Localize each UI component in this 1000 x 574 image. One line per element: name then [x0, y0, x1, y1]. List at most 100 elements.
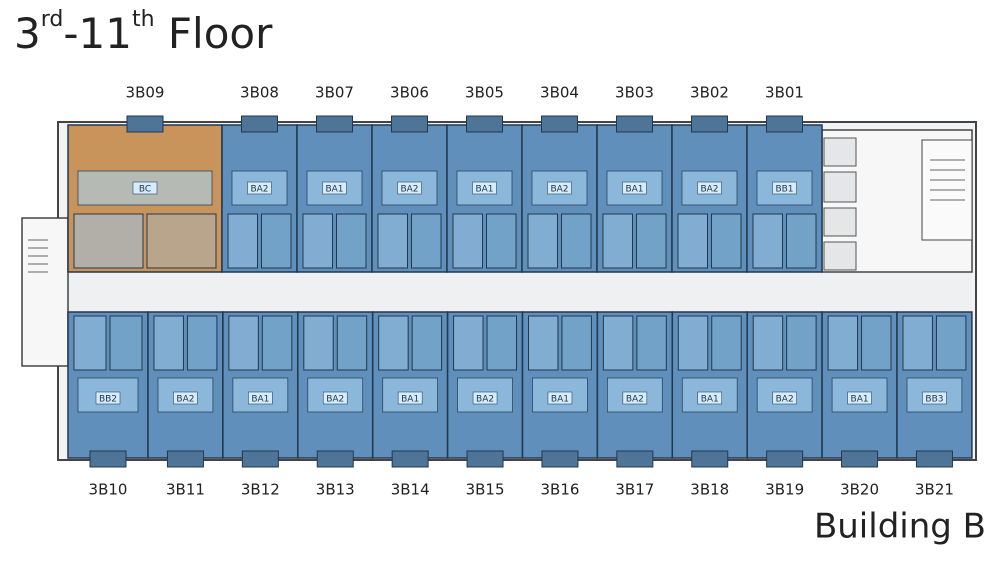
unit-type: BB1 — [775, 185, 793, 195]
unit-type: BA2 — [250, 185, 268, 195]
kitchen — [561, 315, 592, 371]
unit-label: 3B13 — [316, 481, 355, 499]
window — [466, 115, 503, 133]
kitchen — [261, 315, 293, 371]
type-tag — [95, 391, 121, 405]
kitchen — [935, 315, 967, 371]
unit-label: 3B05 — [465, 84, 504, 102]
bathroom — [377, 213, 408, 269]
kitchen — [636, 315, 667, 371]
bathroom — [153, 315, 184, 371]
unit-type: BA2 — [626, 395, 644, 405]
window — [391, 115, 428, 133]
bathroom — [302, 213, 333, 269]
window — [241, 450, 279, 468]
title-part: 3 — [14, 9, 41, 58]
title-part: Floor — [155, 9, 274, 58]
unit-label: 3B04 — [540, 84, 579, 102]
unit-type: BA1 — [325, 185, 343, 195]
kitchen — [561, 213, 592, 269]
stair-left — [21, 217, 69, 367]
kitchen — [786, 213, 817, 269]
bathroom — [527, 213, 558, 269]
unit-label: 3B15 — [466, 481, 505, 499]
type-tag — [472, 391, 498, 405]
unit-type: BB2 — [99, 395, 117, 405]
unit-type: BA1 — [701, 395, 719, 405]
window — [616, 450, 654, 468]
unit-type: BA1 — [251, 395, 269, 405]
bathroom — [752, 213, 783, 269]
window — [241, 115, 278, 133]
bed — [532, 377, 588, 413]
type-tag — [772, 181, 797, 195]
unit-label: 3B17 — [615, 481, 654, 499]
window — [691, 450, 729, 468]
type-tag — [847, 391, 872, 405]
bathroom — [378, 315, 409, 371]
kitchen — [411, 315, 443, 371]
bathroom — [827, 315, 859, 371]
kitchen — [411, 213, 442, 269]
window — [616, 115, 653, 133]
bed — [606, 170, 663, 206]
bathroom — [602, 213, 633, 269]
unit-label: 3B02 — [690, 84, 729, 102]
unit-type: BA2 — [776, 395, 794, 405]
unit-type: BA1 — [851, 395, 869, 405]
corridor — [68, 272, 972, 312]
bathroom — [228, 315, 259, 371]
window — [89, 450, 127, 468]
title: 3rd-11th Floor — [14, 7, 273, 58]
unit-label: 3B06 — [390, 84, 429, 102]
title-sup: th — [132, 7, 155, 32]
type-tag — [248, 391, 273, 405]
unit-label: 3B12 — [241, 481, 280, 499]
window — [316, 115, 353, 133]
type-tag — [247, 181, 272, 195]
window — [316, 450, 354, 468]
window — [391, 450, 429, 468]
bathroom — [227, 213, 258, 269]
unit-label: 3B20 — [840, 481, 879, 499]
window — [126, 115, 164, 133]
type-tag — [697, 181, 722, 195]
type-tag — [697, 391, 723, 405]
unit-label: 3B07 — [315, 84, 354, 102]
window — [166, 450, 204, 468]
kitchen — [786, 315, 817, 371]
unit-type: BA1 — [625, 185, 643, 195]
kitchen — [711, 213, 742, 269]
unit-type: BA2 — [176, 395, 194, 405]
type-tag — [173, 391, 198, 405]
kitchen — [109, 315, 143, 371]
unit-type: BC — [139, 185, 151, 195]
kitchen — [636, 213, 667, 269]
unit-label: 3B10 — [89, 481, 128, 499]
lifts — [823, 137, 857, 271]
bathroom — [453, 315, 484, 371]
bathroom — [452, 213, 483, 269]
window — [541, 115, 578, 133]
kitchen — [261, 213, 292, 269]
bathroom — [73, 213, 144, 269]
kitchen — [711, 315, 742, 371]
kitchen — [336, 213, 367, 269]
type-tag — [397, 181, 422, 195]
type-tag — [322, 181, 347, 195]
unit-type: BA2 — [326, 395, 344, 405]
title-part: -11 — [63, 9, 132, 58]
bathroom — [73, 315, 107, 371]
stair-steps — [930, 159, 965, 201]
unit-label: 3B11 — [166, 481, 205, 499]
window — [541, 450, 579, 468]
bathroom — [902, 315, 933, 371]
bathroom — [303, 315, 334, 371]
building-label: Building B — [814, 507, 986, 547]
type-tag — [472, 181, 497, 195]
unit-label: 3B01 — [765, 84, 804, 102]
type-tag — [622, 181, 647, 195]
bathroom — [677, 315, 709, 371]
kitchen — [186, 315, 218, 371]
